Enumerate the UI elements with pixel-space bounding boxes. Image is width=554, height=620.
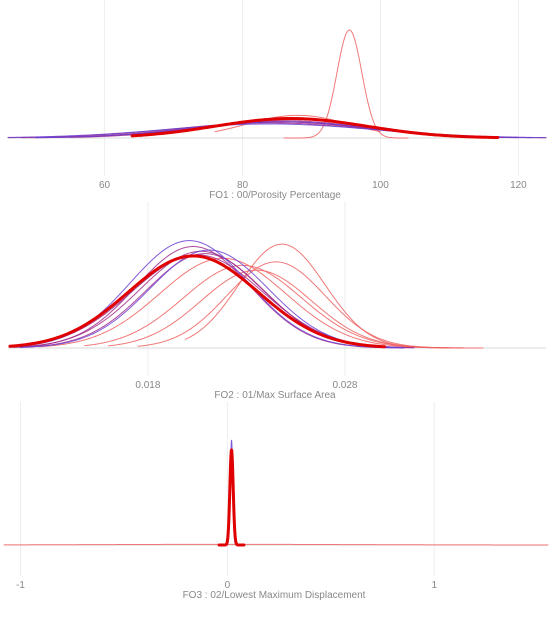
x-tick-label: 60	[99, 180, 111, 191]
x-axis-label: FO1 : 00/Porosity Percentage	[209, 190, 341, 201]
x-tick-label: 0.028	[332, 380, 357, 391]
x-axis-label: FO2 : 01/Max Surface Area	[214, 390, 336, 401]
x-tick-label: 0	[225, 580, 231, 591]
chart-panel-1: 60 80 100 120 FO1 : 00/Porosity Percentage	[7, 0, 547, 201]
x-axis-label: FO3 : 02/Lowest Maximum Displacement	[183, 590, 366, 601]
x-tick-label: 100	[372, 180, 389, 191]
density-curve	[19, 253, 405, 349]
density-curve	[84, 264, 454, 349]
chart-panel-3: -1 0 1 FO3 : 02/Lowest Maximum Displacement	[3, 402, 549, 601]
highlighted-density-curve	[8, 254, 386, 349]
density-curve	[3, 543, 549, 546]
x-tick-label: -1	[16, 580, 25, 591]
highlighted-density-curve	[217, 448, 246, 547]
x-tick-label: 120	[510, 180, 527, 191]
x-tick-label: 80	[237, 180, 249, 191]
x-tick-label: 1	[431, 580, 437, 591]
density-curve	[19, 249, 405, 349]
highlighted-density-curve	[130, 117, 500, 140]
x-tick-label: 0.018	[135, 380, 160, 391]
density-curve	[283, 29, 409, 139]
density-curve	[108, 269, 464, 349]
